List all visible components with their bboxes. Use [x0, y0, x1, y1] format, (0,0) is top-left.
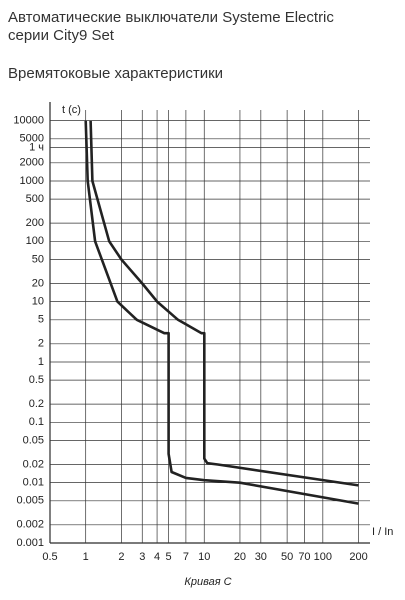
y-tick-label: 5	[38, 314, 44, 326]
y-tick-label: 20	[32, 277, 44, 289]
x-tick-label: 4	[154, 551, 160, 563]
x-tick-label: 20	[234, 551, 246, 563]
x-tick-label: 30	[255, 551, 267, 563]
y-tick-label: 10000	[13, 115, 44, 127]
y-tick-label: 0.02	[23, 458, 44, 470]
y-axis-label: t (c)	[62, 104, 81, 116]
x-tick-label: 10	[198, 551, 210, 563]
y-tick-label: 1	[38, 356, 44, 368]
x-tick-label: 100	[314, 551, 332, 563]
y-tick-label: 1 ч	[29, 141, 44, 153]
y-tick-label: 5000	[20, 133, 44, 145]
x-tick-label: 0.5	[42, 551, 57, 563]
y-tick-label: 50	[32, 253, 44, 265]
chart-subtitle: Времятоковые характеристики	[8, 65, 223, 82]
y-tick-label: 0.005	[16, 495, 44, 507]
x-tick-label: 200	[349, 551, 367, 563]
y-tick-label: 0.001	[16, 537, 44, 549]
caption: Кривая С	[184, 576, 231, 588]
y-tick-label: 0.01	[23, 477, 44, 489]
x-tick-label: 5	[166, 551, 172, 563]
y-tick-label: 0.5	[29, 374, 44, 386]
x-tick-label: 7	[183, 551, 189, 563]
curve	[89, 120, 359, 487]
x-tick-label: 3	[139, 551, 145, 563]
y-tick-label: 10	[32, 296, 44, 308]
y-tick-label: 0.002	[16, 519, 44, 531]
x-axis-label: I / In	[372, 526, 393, 538]
y-tick-label: 100	[26, 235, 44, 247]
y-tick-label: 0.2	[29, 398, 44, 410]
x-tick-label: 50	[281, 551, 293, 563]
chart-title: Автоматические выключатели Systeme Elect…	[8, 9, 334, 26]
y-tick-label: 2	[38, 338, 44, 350]
y-tick-label: 500	[26, 193, 44, 205]
y-tick-label: 200	[26, 217, 44, 229]
y-tick-label: 0.05	[23, 434, 44, 446]
y-tick-label: 1000	[20, 175, 44, 187]
y-tick-label: 2000	[20, 157, 44, 169]
x-tick-label: 2	[118, 551, 124, 563]
y-tick-label: 0.1	[29, 416, 44, 428]
x-tick-label: 1	[83, 551, 89, 563]
curve	[84, 120, 359, 505]
x-tick-label: 70	[298, 551, 310, 563]
chart-title: серии City9 Set	[8, 27, 115, 44]
